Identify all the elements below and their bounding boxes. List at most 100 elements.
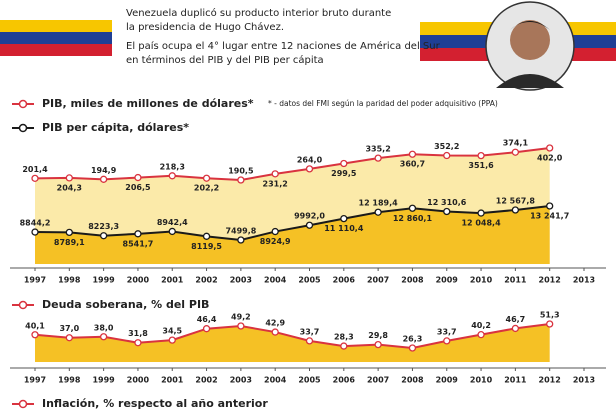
- legend-marker: [18, 300, 28, 310]
- value-label: 402,0: [537, 154, 563, 163]
- value-label: 49,2: [231, 313, 251, 322]
- detail-line: en términos del PIB y del PIB per cápita: [126, 54, 324, 66]
- x-tick-label: 2008: [401, 376, 424, 385]
- detail-line: El país ocupa el 4° lugar entre 12 nacio…: [126, 40, 441, 52]
- point: [340, 159, 348, 168]
- value-label: 12 860,1: [393, 214, 433, 223]
- value-label: 8541,7: [123, 239, 154, 248]
- value-label: 360,7: [400, 160, 425, 169]
- value-label: 218,3: [160, 162, 185, 171]
- point: [31, 174, 39, 183]
- lead-line: la presidencia de Hugo Chávez.: [126, 21, 284, 33]
- value-label: 204,3: [57, 183, 82, 192]
- x-tick-label: 2009: [436, 276, 459, 285]
- x-tick-label: 2004: [264, 276, 287, 285]
- point: [99, 333, 108, 341]
- value-label: 12 048,4: [461, 219, 501, 228]
- x-tick-label: 1999: [92, 276, 115, 285]
- flag-left: [0, 20, 112, 56]
- x-tick-label: 2000: [127, 276, 150, 285]
- point: [374, 154, 382, 162]
- x-tick-label: 1997: [24, 376, 46, 385]
- x-tick-label: 2005: [298, 376, 321, 385]
- line: [34, 147, 550, 182]
- line: [34, 323, 550, 350]
- point: [134, 173, 142, 182]
- value-label: 8924,9: [260, 237, 291, 246]
- x-tick-label: 2013: [573, 276, 595, 285]
- point: [511, 148, 520, 156]
- value-label: 202,2: [194, 184, 219, 193]
- value-label: 42,9: [265, 319, 285, 328]
- value-label: 12 567,8: [496, 196, 536, 205]
- legend-marker: [18, 123, 28, 133]
- point: [168, 227, 176, 236]
- x-tick-label: 2009: [436, 376, 459, 385]
- point: [31, 331, 39, 339]
- value-label: 194,9: [91, 166, 117, 175]
- value-label: 8223,3: [88, 222, 119, 231]
- point: [408, 344, 417, 352]
- value-label: 7499,8: [225, 227, 256, 236]
- value-label: 11 110,4: [324, 224, 364, 233]
- value-label: 26,3: [403, 335, 423, 344]
- legend-label: Inflación, % respecto al año anterior: [42, 397, 268, 410]
- x-tick-label: 2002: [195, 276, 217, 285]
- lead-line: Venezuela duplicó su producto interior b…: [126, 7, 391, 19]
- value-label: 38,0: [94, 323, 114, 332]
- x-tick-label: 2000: [127, 376, 150, 385]
- point: [546, 202, 554, 210]
- point: [202, 232, 211, 240]
- value-label: 13 241,7: [530, 212, 569, 221]
- point: [546, 144, 554, 152]
- legend-label: PIB, miles de millones de dólares*: [42, 97, 254, 110]
- point: [237, 176, 245, 184]
- value-label: 231,2: [263, 179, 288, 188]
- legend-label: Deuda soberana, % del PIB: [42, 298, 209, 311]
- x-tick-label: 2011: [504, 376, 527, 385]
- value-label: 352,2: [434, 142, 459, 151]
- value-label: 8789,1: [54, 238, 85, 247]
- value-label: 206,5: [125, 183, 151, 192]
- point: [31, 228, 39, 236]
- value-label: 8942,4: [157, 218, 188, 227]
- value-label: 264,0: [297, 155, 323, 164]
- value-label: 33,7: [437, 327, 457, 336]
- area: [35, 324, 550, 362]
- value-label: 34,5: [162, 327, 182, 336]
- legend-marker: [18, 99, 28, 109]
- value-label: 40,2: [471, 321, 491, 330]
- point: [237, 236, 245, 244]
- x-tick-label: 1999: [92, 376, 115, 385]
- value-label: 51,3: [540, 311, 560, 320]
- value-label: 46,7: [506, 315, 526, 324]
- value-label: 40,1: [25, 321, 45, 330]
- value-label: 33,7: [300, 327, 320, 336]
- value-label: 12 310,6: [427, 198, 467, 207]
- x-tick-label: 2002: [195, 376, 217, 385]
- value-label: 31,8: [128, 329, 148, 338]
- value-label: 190,5: [228, 167, 254, 176]
- x-tick-label: 2003: [230, 276, 252, 285]
- point: [65, 228, 73, 237]
- value-label: 12 189,4: [359, 199, 399, 208]
- x-tick-label: 2012: [539, 376, 561, 385]
- point: [168, 336, 176, 344]
- x-tick-label: 2003: [230, 376, 252, 385]
- x-tick-label: 2013: [573, 376, 595, 385]
- point: [546, 320, 554, 328]
- point: [271, 227, 279, 236]
- x-tick-label: 2006: [333, 276, 356, 285]
- x-tick-label: 2004: [264, 376, 287, 385]
- value-label: 37,0: [59, 324, 79, 333]
- point: [443, 337, 451, 345]
- x-tick-label: 2010: [470, 276, 493, 285]
- value-label: 351,6: [468, 161, 494, 170]
- point: [443, 207, 451, 216]
- x-tick-label: 1998: [58, 376, 81, 385]
- value-label: 201,4: [22, 165, 48, 174]
- point: [202, 174, 211, 182]
- x-tick-label: 2011: [504, 276, 527, 285]
- x-tick-label: 1997: [24, 276, 46, 285]
- x-tick-label: 2001: [161, 276, 184, 285]
